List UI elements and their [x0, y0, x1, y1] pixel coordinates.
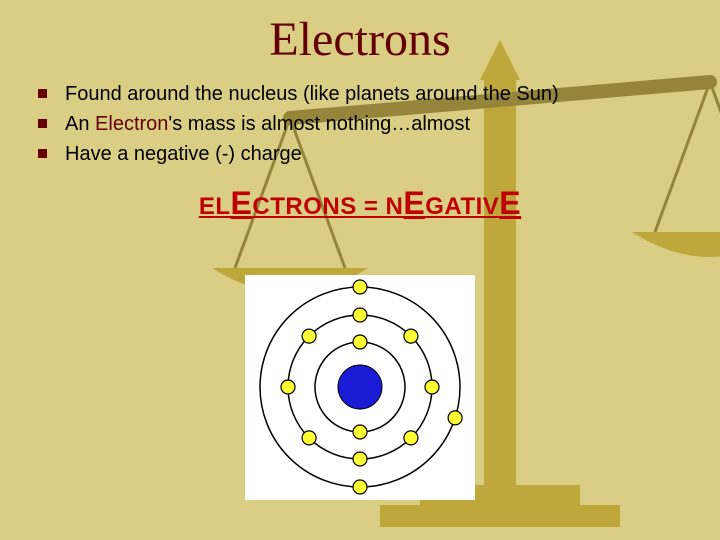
- slide-content: Electrons Found around the nucleus (like…: [0, 0, 720, 540]
- slide-title: Electrons: [0, 0, 720, 81]
- bullet-list: Found around the nucleus (like planets a…: [0, 81, 720, 167]
- bullet-item: An Electron's mass is almost nothing…alm…: [38, 111, 700, 137]
- bullet-marker-icon: [38, 89, 47, 98]
- bullet-marker-icon: [38, 149, 47, 158]
- bullet-item: Found around the nucleus (like planets a…: [38, 81, 700, 107]
- atom-diagram: [245, 275, 475, 500]
- bullet-text: Found around the nucleus (like planets a…: [65, 81, 559, 107]
- mnemonic-line: ELECTRONS = NEGATIVE: [0, 185, 720, 222]
- bullet-text: Have a negative (-) charge: [65, 141, 302, 167]
- bullet-text: An Electron's mass is almost nothing…alm…: [65, 111, 470, 137]
- bullet-item: Have a negative (-) charge: [38, 141, 700, 167]
- bullet-marker-icon: [38, 119, 47, 128]
